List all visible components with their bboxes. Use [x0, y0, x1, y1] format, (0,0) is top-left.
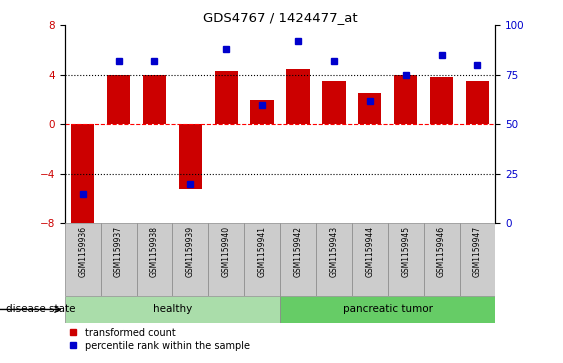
Text: GSM1159938: GSM1159938	[150, 226, 159, 277]
Title: GDS4767 / 1424477_at: GDS4767 / 1424477_at	[203, 11, 358, 24]
Bar	[71, 124, 95, 223]
Bar	[430, 77, 453, 124]
Bar	[101, 223, 137, 296]
Text: pancreatic tumor: pancreatic tumor	[343, 305, 433, 314]
Bar	[178, 124, 202, 189]
Text: GSM1159947: GSM1159947	[473, 226, 482, 277]
Bar	[459, 223, 495, 296]
Bar	[388, 223, 424, 296]
Bar	[287, 69, 310, 124]
Bar	[352, 223, 388, 296]
Bar	[358, 93, 382, 124]
Bar	[65, 223, 101, 296]
Text: GSM1159939: GSM1159939	[186, 226, 195, 277]
Text: GSM1159937: GSM1159937	[114, 226, 123, 277]
Bar	[280, 296, 495, 323]
Legend: transformed count, percentile rank within the sample: transformed count, percentile rank withi…	[70, 328, 250, 351]
Text: GSM1159942: GSM1159942	[293, 226, 302, 277]
Bar	[244, 223, 280, 296]
Bar	[424, 223, 459, 296]
Text: GSM1159943: GSM1159943	[329, 226, 338, 277]
Text: GSM1159946: GSM1159946	[437, 226, 446, 277]
Text: disease state: disease state	[6, 305, 75, 314]
Bar	[143, 75, 166, 124]
Text: healthy: healthy	[153, 305, 192, 314]
Bar	[172, 223, 208, 296]
Bar	[208, 223, 244, 296]
Text: GSM1159944: GSM1159944	[365, 226, 374, 277]
Text: GSM1159940: GSM1159940	[222, 226, 231, 277]
Bar	[394, 75, 417, 124]
Bar	[215, 71, 238, 124]
Bar	[280, 223, 316, 296]
Text: GSM1159936: GSM1159936	[78, 226, 87, 277]
Text: GSM1159941: GSM1159941	[258, 226, 267, 277]
Text: GSM1159945: GSM1159945	[401, 226, 410, 277]
Bar	[466, 81, 489, 124]
Bar	[316, 223, 352, 296]
Bar	[322, 81, 346, 124]
Bar	[137, 223, 172, 296]
Bar	[65, 296, 280, 323]
Bar	[107, 75, 130, 124]
Bar	[251, 99, 274, 124]
